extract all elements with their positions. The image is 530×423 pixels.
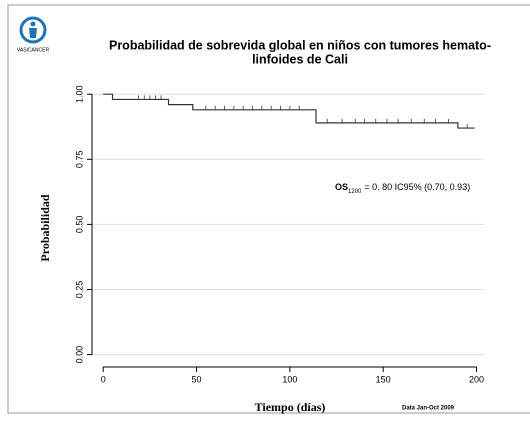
annotation-text: = 0. 80 IC95% (0.70, 0.93): [364, 182, 470, 192]
y-axis-label: Probabilidad: [38, 194, 52, 261]
annotation-prefix: OS: [335, 182, 348, 192]
y-tick-label: 0.00: [74, 346, 84, 364]
x-tick-label: 200: [469, 374, 484, 384]
x-tick-label: 100: [282, 374, 297, 384]
annotation: OS1200 = 0. 80 IC95% (0.70, 0.93): [335, 182, 470, 194]
chart-title: linfoides de Cali: [252, 52, 348, 66]
y-tick-label: 0.75: [74, 151, 84, 169]
frame: [7, 4, 530, 414]
x-tick-label: 150: [376, 374, 391, 384]
note: Data Jan-Oct 2009: [402, 406, 455, 412]
y-tick-label: 1.00: [74, 85, 84, 103]
chart-title: Probabilidad de sobrevida global en niño…: [109, 38, 491, 52]
logo-text: VASICANCER: [17, 47, 50, 53]
annotation-subscript: 1200: [348, 189, 362, 195]
x-axis-label: Tiempo (días): [255, 400, 326, 414]
survival-line: [103, 93, 475, 129]
logo: VASICANCER: [17, 16, 50, 53]
x-tick-label: 0: [101, 374, 106, 384]
y-tick-label: 0.50: [74, 216, 84, 234]
y-tick-label: 0.25: [74, 281, 84, 299]
x-tick-label: 50: [192, 374, 202, 384]
